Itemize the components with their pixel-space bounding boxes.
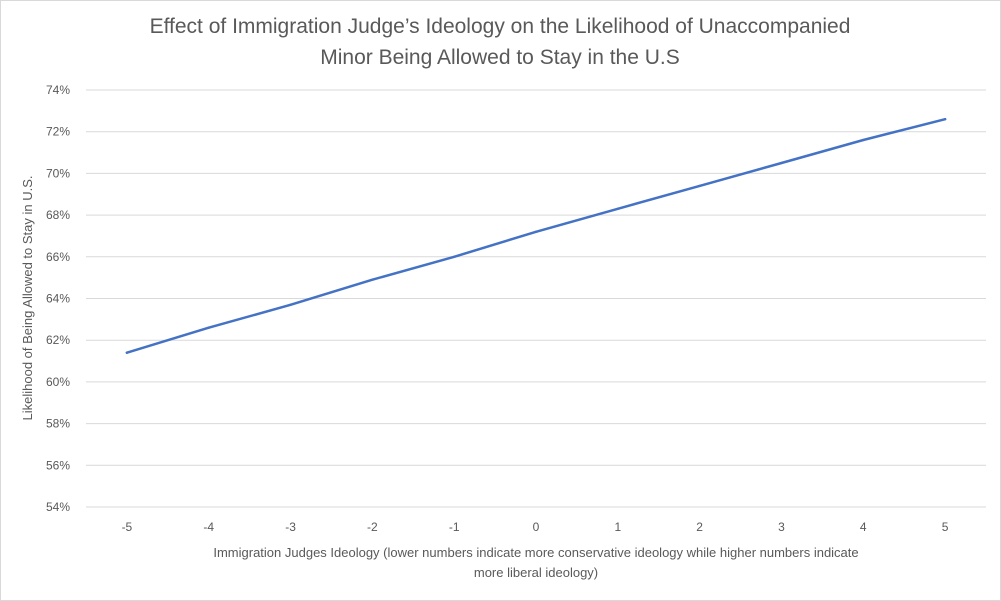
x-tick-label: 5 xyxy=(942,520,949,534)
data-point xyxy=(125,351,129,354)
x-tick-label: 1 xyxy=(614,520,621,534)
x-axis-tick-labels: -5 -4 -3 -2 -1 0 1 2 3 4 5 xyxy=(122,520,949,534)
y-tick-label: 56% xyxy=(46,458,70,472)
y-tick-label: 54% xyxy=(46,500,70,514)
data-point xyxy=(452,255,456,258)
data-point xyxy=(862,138,865,142)
x-tick-label: -1 xyxy=(449,520,460,534)
data-point xyxy=(289,303,292,306)
y-axis-tick-labels: 54% 56% 58% 60% 62% 64% 66% 68% 70% 72% 74% xyxy=(46,83,70,514)
data-point xyxy=(698,184,701,188)
y-tick-label: 74% xyxy=(46,83,70,97)
x-axis-label-line-1: Immigration Judges Ideology (lower numbe… xyxy=(213,545,858,560)
chart-title-line-2: Minor Being Allowed to Stay in the U.S xyxy=(320,46,680,69)
x-tick-label: -2 xyxy=(367,520,378,534)
series-line xyxy=(125,117,947,354)
data-point xyxy=(616,207,620,211)
y-tick-label: 70% xyxy=(46,166,70,180)
y-tick-label: 72% xyxy=(46,125,70,139)
x-tick-label: 2 xyxy=(696,520,703,534)
data-point xyxy=(207,326,210,329)
y-tick-label: 66% xyxy=(46,250,70,264)
y-tick-label: 60% xyxy=(46,375,70,389)
data-point xyxy=(780,161,783,165)
y-tick-label: 58% xyxy=(46,417,70,431)
x-tick-label: 4 xyxy=(860,520,867,534)
x-tick-label: 0 xyxy=(533,520,540,534)
x-tick-label: -5 xyxy=(122,520,133,534)
x-tick-label: -4 xyxy=(203,520,214,534)
x-tick-label: 3 xyxy=(778,520,785,534)
chart-title-line-1: Effect of Immigration Judge’s Ideology o… xyxy=(150,15,851,38)
y-axis-label: Likelihood of Being Allowed to Stay in U… xyxy=(20,176,35,421)
data-point xyxy=(943,117,947,121)
x-tick-label: -3 xyxy=(285,520,296,534)
gridlines xyxy=(86,89,986,508)
y-tick-label: 68% xyxy=(46,208,70,222)
data-point xyxy=(534,230,538,233)
series-layer xyxy=(125,117,947,354)
x-axis-label-line-2: more liberal ideology) xyxy=(474,565,598,580)
data-point xyxy=(371,278,374,281)
y-tick-label: 62% xyxy=(46,333,70,347)
y-tick-label: 64% xyxy=(46,292,70,306)
